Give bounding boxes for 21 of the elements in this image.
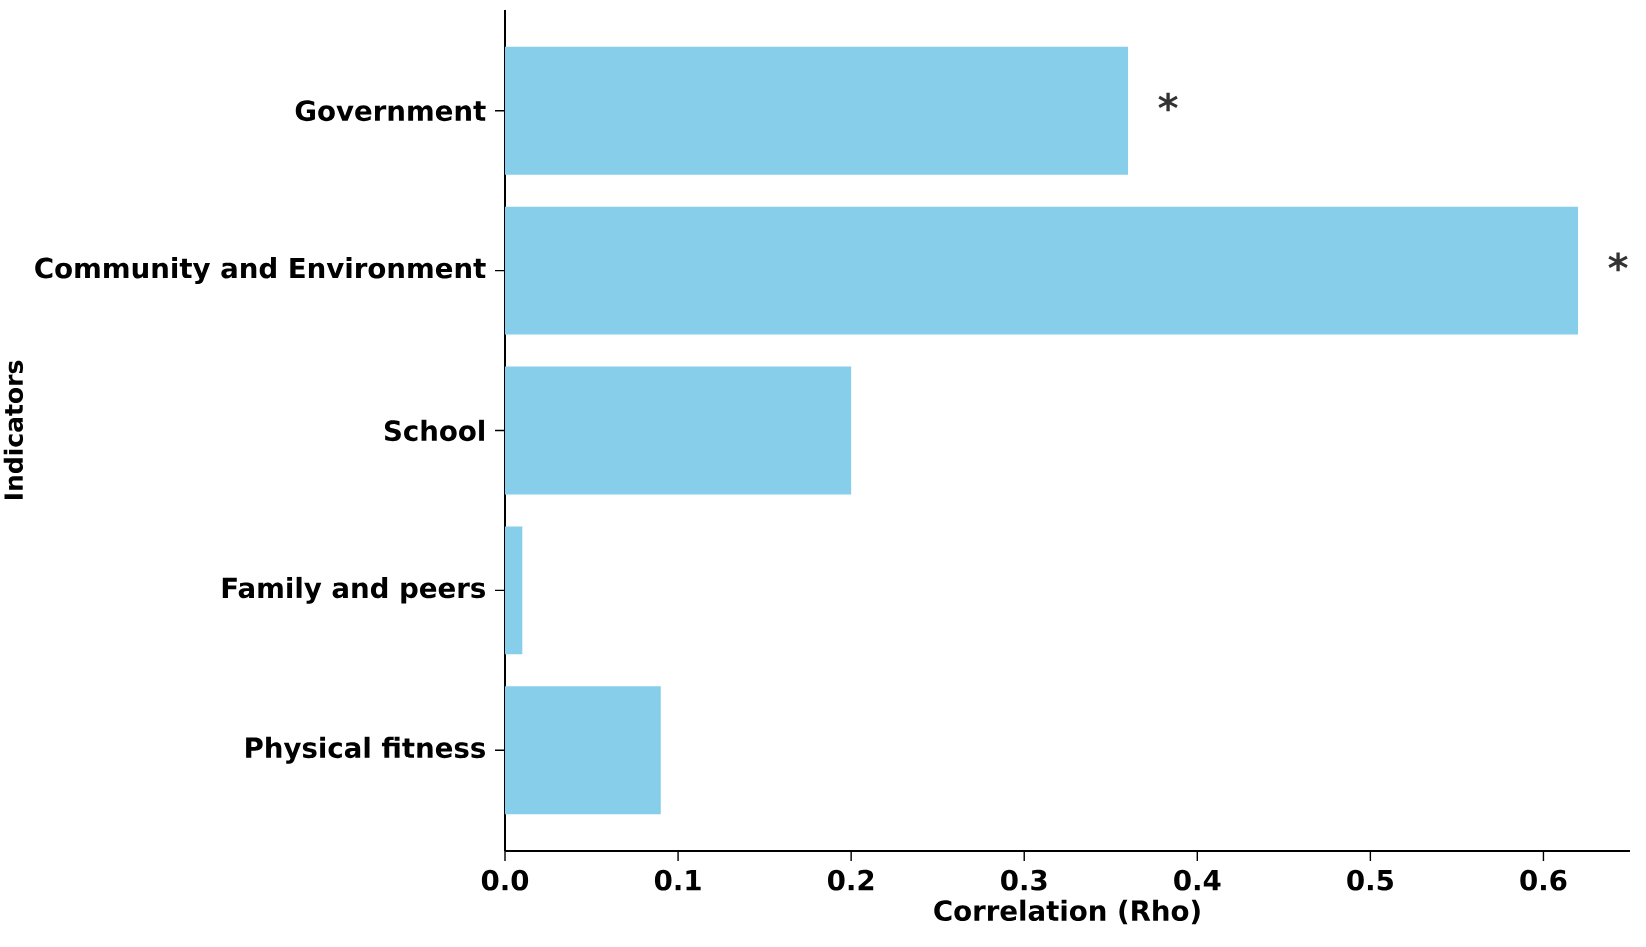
- x-tick-label: 0.3: [1001, 869, 1047, 891]
- annotation: *: [1158, 92, 1178, 112]
- bar: [505, 686, 661, 815]
- x-tick-label: 0.4: [1174, 869, 1221, 891]
- x-tick-label: 0.2: [828, 869, 874, 891]
- y-tick-label: Family and peers: [222, 576, 485, 604]
- y-tick-label: Government: [295, 100, 486, 122]
- y-tick-label: Community and Environment: [35, 257, 486, 285]
- y-tick-label: Physical fitness: [246, 736, 485, 764]
- annotation: *: [1608, 252, 1628, 272]
- bar: [505, 366, 852, 495]
- x-tick-label: 0.6: [1520, 869, 1567, 891]
- bar: [505, 526, 523, 655]
- bar: [505, 206, 1579, 335]
- x-tick-label: 0.1: [654, 869, 701, 891]
- bar: [505, 46, 1129, 175]
- x-axis-title: Correlation (Rho): [934, 899, 1200, 925]
- x-tick-label: 0.0: [481, 869, 529, 891]
- y-axis-title: Indicators: [3, 360, 24, 499]
- y-tick-label: School: [384, 419, 484, 442]
- x-tick-label: 0.5: [1347, 869, 1393, 891]
